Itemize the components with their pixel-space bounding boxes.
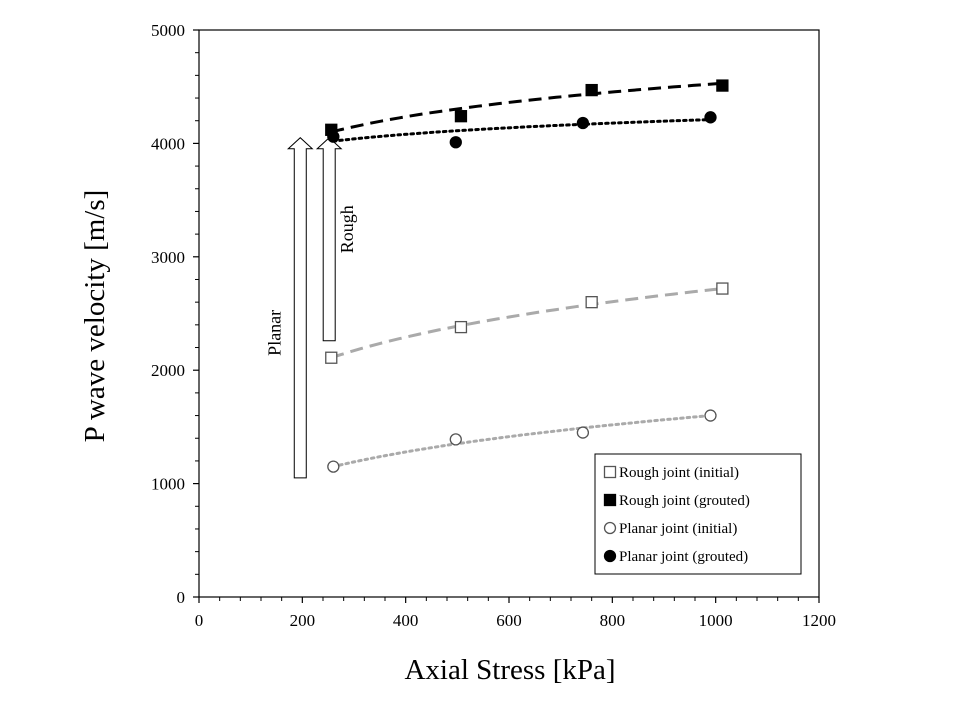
legend-entry: Planar joint (grouted): [619, 549, 748, 565]
y-tick-label: 1000: [151, 475, 185, 494]
fit-lines: [330, 81, 723, 469]
data-point: [576, 116, 590, 130]
data-point: [325, 351, 338, 364]
annotations: Planar Rough: [264, 137, 357, 479]
axes: 0 200 400 600 800 1000 1200 0 1000 2000 3000 4000 50…: [151, 21, 836, 630]
data-point: [576, 426, 590, 439]
data-point: [454, 110, 468, 123]
x-tick-label: 1000: [699, 611, 733, 630]
legend-box: [594, 453, 802, 575]
fit-line: [331, 414, 712, 469]
data-point: [327, 130, 340, 143]
legend-marker: [603, 493, 617, 507]
legend-marker: [603, 549, 617, 563]
fit-line: [330, 81, 723, 134]
data-point: [704, 111, 717, 124]
annotation-label: Planar: [264, 310, 284, 356]
data-point: [716, 282, 729, 295]
x-tick-label: 0: [195, 611, 204, 630]
y-tick-label: 5000: [151, 21, 185, 40]
annotation-label: Rough: [337, 205, 357, 253]
x-tick-label: 400: [393, 611, 419, 630]
legend-marker: [603, 465, 617, 479]
legend-entry: Rough joint (grouted): [619, 493, 750, 509]
data-point: [585, 296, 598, 309]
x-tick-label: 200: [290, 611, 316, 630]
legend-entry: Planar joint (initial): [619, 521, 737, 537]
data-point: [449, 136, 462, 149]
data-point: [449, 433, 462, 446]
data-point: [327, 460, 340, 473]
legend-marker: [603, 521, 617, 535]
data-point: [585, 83, 598, 97]
fit-line: [331, 118, 712, 143]
annotation-arrow: [315, 137, 343, 342]
y-axis-title: P wave velocity [m/s]: [79, 190, 111, 443]
y-tick-label: 4000: [151, 134, 185, 153]
annotation-arrow: [286, 137, 314, 479]
data-point: [716, 79, 729, 92]
x-tick-label: 800: [600, 611, 626, 630]
x-axis-title: Axial Stress [kPa]: [404, 654, 615, 686]
y-tick-label: 2000: [151, 361, 185, 380]
data-point: [454, 320, 468, 334]
legend: Rough joint (initial) Rough joint (groute…: [594, 453, 802, 575]
x-tick-label: 600: [496, 611, 522, 630]
data-point: [704, 409, 717, 422]
legend-entry: Rough joint (initial): [619, 465, 739, 481]
x-tick-label: 1200: [802, 611, 836, 630]
y-tick-label: 3000: [151, 248, 185, 267]
data-points: [325, 79, 729, 473]
fit-line: [330, 287, 723, 360]
y-tick-label: 0: [177, 588, 186, 607]
